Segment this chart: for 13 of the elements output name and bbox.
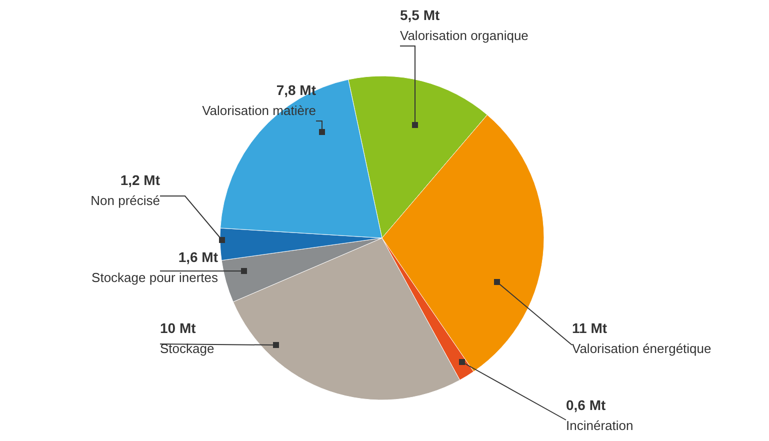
data-label: 1,6 Mt: [178, 249, 218, 265]
data-label: 11 Mt: [572, 320, 608, 336]
slice-label: Stockage: [160, 341, 214, 356]
slice-label: Stockage pour inertes: [92, 270, 218, 285]
data-label: 1,2 Mt: [120, 172, 160, 188]
data-label: 10 Mt: [160, 320, 196, 336]
slice-label: Non précisé: [90, 193, 160, 208]
data-label: 7,8 Mt: [276, 82, 316, 98]
slice-label: Valorisation organique: [400, 28, 528, 43]
slice-label: Incinération: [566, 418, 634, 433]
slice-label: Valorisation énergétique: [572, 341, 712, 356]
data-label: 0,6 Mt: [566, 397, 606, 413]
data-label: 5,5 Mt: [400, 7, 440, 23]
